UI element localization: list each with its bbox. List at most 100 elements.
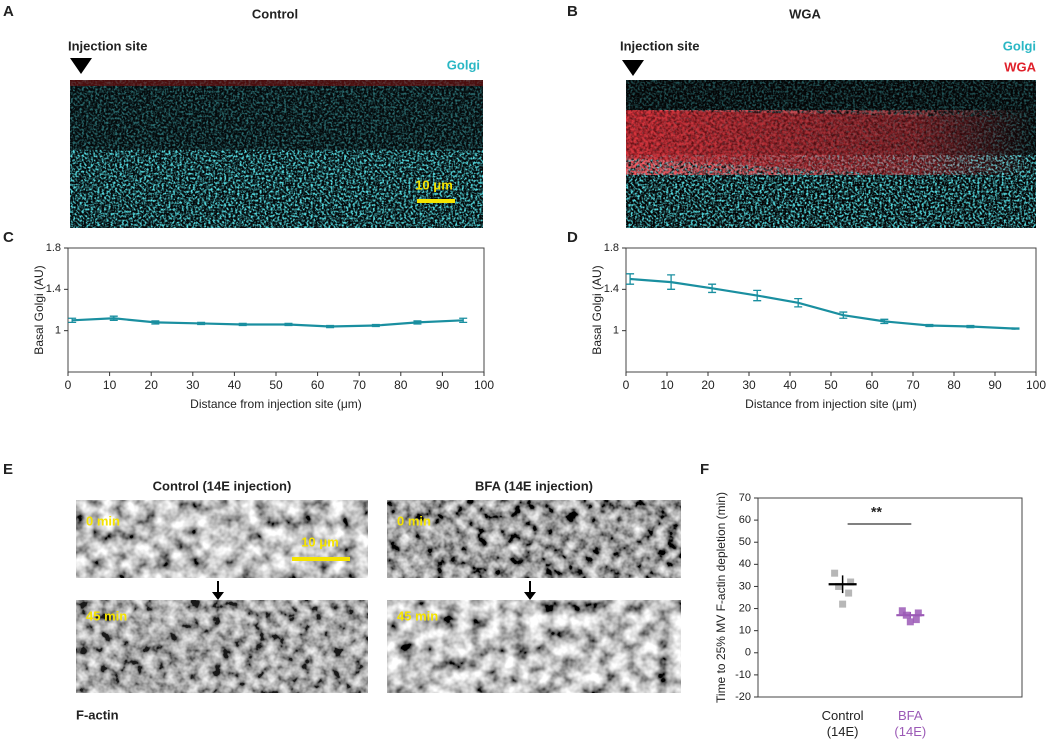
error-bar — [459, 317, 468, 324]
y-tick-label: 60 — [739, 514, 751, 526]
time-label: 45 min — [86, 608, 127, 623]
panel-label: F — [700, 461, 709, 478]
x-tick-label: 60 — [865, 378, 879, 392]
error-bar — [1011, 327, 1020, 330]
error-bar — [626, 273, 635, 285]
time-label: 0 min — [397, 513, 431, 528]
x-tick-label: 0 — [65, 378, 72, 392]
error-bar — [371, 323, 380, 328]
panel-label: B — [567, 3, 578, 20]
y-axis-label: Basal Golgi (AU) — [32, 265, 46, 354]
y-tick-label: 70 — [739, 492, 751, 504]
error-bar — [151, 320, 160, 325]
y-tick-label: 40 — [739, 558, 751, 570]
y-tick-label: 1.4 — [604, 283, 619, 295]
error-bar — [925, 323, 934, 328]
x-tick-label: 80 — [947, 378, 961, 392]
error-bar — [197, 321, 206, 326]
panel-title: BFA (14E injection) — [475, 478, 593, 493]
x-axis-label: Distance from injection site (μm) — [190, 397, 362, 411]
plot-frame — [625, 247, 1037, 373]
y-tick-label: 1.4 — [46, 283, 61, 295]
error-bar — [413, 320, 422, 325]
panel-label: D — [567, 229, 578, 246]
micrograph — [70, 80, 483, 228]
panel-label: C — [3, 229, 14, 246]
x-tick-label: 20 — [701, 378, 715, 392]
x-tick-label: 30 — [742, 378, 756, 392]
data-point — [914, 609, 922, 617]
error-bar — [839, 311, 848, 319]
data-point — [831, 569, 839, 577]
error-bar — [880, 318, 889, 325]
y-axis-label: Time to 25% MV F-actin depletion (min) — [714, 492, 728, 703]
data-point — [839, 600, 847, 608]
scale-bar — [417, 199, 455, 203]
y-tick-label: 20 — [739, 602, 751, 614]
error-bar — [109, 315, 118, 321]
plot-frame — [757, 497, 1023, 698]
x-tick-label: 80 — [394, 378, 408, 392]
x-tick-label: 50 — [269, 378, 283, 392]
stain-label: F-actin — [76, 707, 119, 722]
data-point — [906, 618, 914, 626]
plot-frame — [67, 247, 485, 373]
x-tick-label: 40 — [783, 378, 797, 392]
data-line — [630, 277, 1016, 330]
error-bar — [238, 322, 247, 327]
arrow — [524, 581, 536, 600]
channel-label: Golgi — [1003, 38, 1036, 53]
y-tick-label: -20 — [735, 691, 751, 703]
y-tick-label: 0 — [745, 647, 751, 659]
y-tick-label: 1 — [613, 325, 619, 337]
error-bar — [794, 297, 803, 308]
x-tick-label: 50 — [824, 378, 838, 392]
time-label: 0 min — [86, 513, 120, 528]
injection-arrow — [622, 60, 644, 76]
injection-arrow — [70, 58, 92, 74]
data-point — [845, 589, 853, 597]
y-tick-label: 1 — [55, 325, 61, 337]
x-tick-label: Control (14E) — [822, 708, 864, 739]
x-tick-label: 70 — [906, 378, 920, 392]
injection-label: Injection site — [68, 38, 147, 53]
x-tick-label: 100 — [474, 378, 494, 392]
injection-label: Injection site — [620, 38, 699, 53]
y-tick-label: 50 — [739, 536, 751, 548]
data-point — [898, 607, 906, 615]
error-bar — [667, 274, 676, 290]
x-tick-label: 100 — [1026, 378, 1046, 392]
x-tick-label: 40 — [228, 378, 242, 392]
x-tick-label: 90 — [988, 378, 1002, 392]
error-bar — [326, 324, 335, 329]
y-axis-label: Basal Golgi (AU) — [590, 265, 604, 354]
x-tick-label: 10 — [660, 378, 674, 392]
y-tick-label: 1.8 — [46, 242, 61, 254]
arrow — [212, 581, 224, 600]
panel-label: A — [3, 3, 14, 20]
x-tick-label: 70 — [353, 378, 367, 392]
data-point — [847, 578, 855, 586]
time-label: 45 min — [397, 608, 438, 623]
scale-bar — [292, 557, 350, 561]
x-tick-label: 20 — [145, 378, 159, 392]
panel-title: Control — [252, 6, 298, 21]
micrograph — [76, 500, 681, 693]
x-tick-label: BFA (14E) — [894, 708, 926, 739]
y-tick-label: 10 — [739, 625, 751, 637]
error-bar — [68, 317, 77, 324]
y-tick-label: -10 — [735, 669, 751, 681]
error-bar — [284, 322, 293, 327]
x-tick-label: 0 — [623, 378, 630, 392]
error-bar — [753, 289, 762, 302]
data-line — [72, 317, 464, 328]
y-tick-label: 30 — [739, 580, 751, 592]
scale-label: 10 μm — [415, 177, 453, 192]
y-tick-label: 1.8 — [604, 242, 619, 254]
micrograph — [626, 80, 1036, 228]
data-point — [835, 582, 843, 590]
error-bar — [708, 283, 717, 294]
x-tick-label: 30 — [186, 378, 200, 392]
data-point — [912, 616, 920, 624]
